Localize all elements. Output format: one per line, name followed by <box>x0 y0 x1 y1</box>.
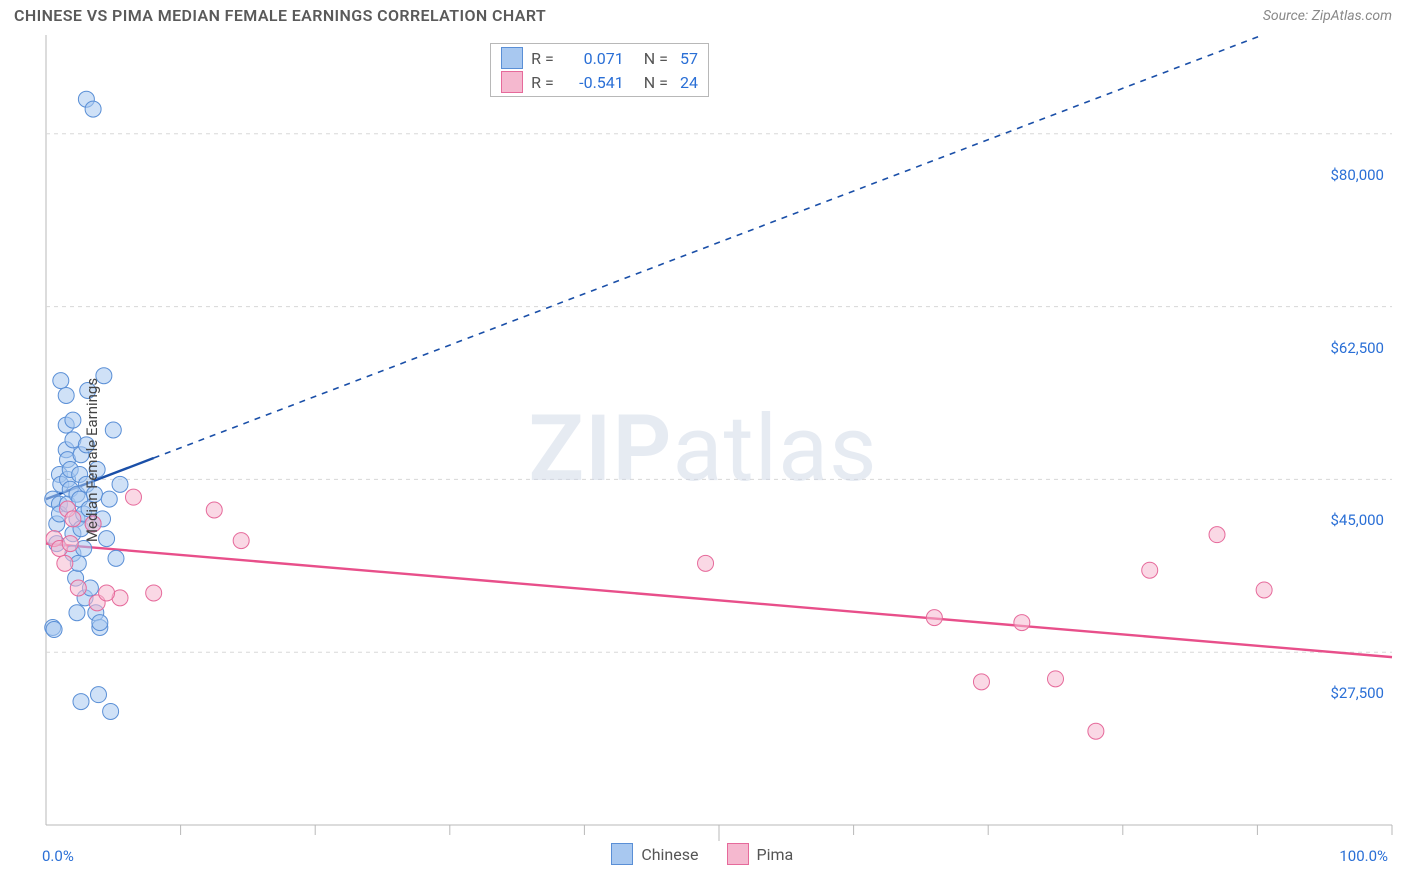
data-point <box>1088 723 1104 739</box>
data-point <box>46 621 62 637</box>
legend-item: Chinese <box>611 843 698 865</box>
r-label: R = <box>531 49 554 68</box>
data-point <box>53 373 69 389</box>
data-point <box>108 550 124 566</box>
data-point <box>103 703 119 719</box>
legend-label: Pima <box>757 845 794 864</box>
stat-row: R = 0.071 N = 57 <box>491 46 708 70</box>
data-point <box>233 533 249 549</box>
data-point <box>1142 562 1158 578</box>
n-label: N = <box>632 73 668 92</box>
chart-header: CHINESE VS PIMA MEDIAN FEMALE EARNINGS C… <box>0 0 1406 35</box>
data-point <box>125 489 141 505</box>
legend-swatch <box>727 843 749 865</box>
n-label: N = <box>632 49 668 68</box>
data-point <box>92 615 108 631</box>
r-value: 0.071 <box>562 49 624 68</box>
data-point <box>1014 615 1030 631</box>
legend-swatch <box>611 843 633 865</box>
y-tick-label: $45,000 <box>1330 511 1384 529</box>
data-point <box>65 412 81 428</box>
data-point <box>99 585 115 601</box>
y-tick-label: $80,000 <box>1330 166 1384 184</box>
data-point <box>1256 582 1272 598</box>
correlation-stat-box: R = 0.071 N = 57 R = -0.541 N = 24 <box>490 43 709 97</box>
data-point <box>1209 527 1225 543</box>
r-label: R = <box>531 73 554 92</box>
r-value: -0.541 <box>562 73 624 92</box>
y-axis-label: Median Female Earnings <box>83 378 101 542</box>
data-point <box>85 101 101 117</box>
chart-source: Source: ZipAtlas.com <box>1263 8 1392 24</box>
data-point <box>58 387 74 403</box>
y-tick-label: $62,500 <box>1330 339 1384 357</box>
chart-title: CHINESE VS PIMA MEDIAN FEMALE EARNINGS C… <box>14 6 546 25</box>
n-value: 57 <box>676 49 698 68</box>
data-point <box>65 511 81 527</box>
chart-area: Median Female Earnings ZIPatlas R =0.071… <box>0 35 1406 885</box>
series-legend: Chinese Pima <box>611 843 793 865</box>
x-axis-end-label: 100.0% <box>1339 847 1388 865</box>
legend-label: Chinese <box>641 845 698 864</box>
x-axis-start-label: 0.0% <box>42 847 74 865</box>
data-point <box>90 687 106 703</box>
legend-swatch <box>501 71 523 93</box>
scatter-plot <box>0 35 1406 865</box>
data-point <box>101 491 117 507</box>
data-point <box>69 605 85 621</box>
data-point <box>206 502 222 518</box>
legend-swatch <box>501 47 523 69</box>
legend-item: Pima <box>727 843 794 865</box>
data-point <box>70 580 86 596</box>
data-point <box>973 674 989 690</box>
stat-row: R = -0.541 N = 24 <box>491 70 708 94</box>
data-point <box>1048 671 1064 687</box>
data-point <box>926 610 942 626</box>
n-value: 24 <box>676 73 698 92</box>
data-point <box>698 555 714 571</box>
data-point <box>112 476 128 492</box>
data-point <box>62 536 78 552</box>
data-point <box>105 422 121 438</box>
data-point <box>73 694 89 710</box>
y-tick-label: $27,500 <box>1330 684 1384 702</box>
data-point <box>57 555 73 571</box>
data-point <box>146 585 162 601</box>
